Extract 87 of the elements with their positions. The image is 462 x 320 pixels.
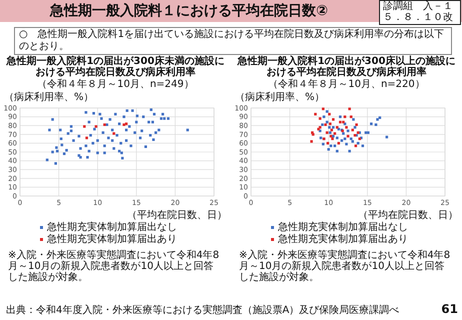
point [103,123,106,126]
point [344,116,346,118]
page-title: 急性期一般入院料１における平均在院日数② [48,3,329,19]
point [326,131,328,134]
point [351,140,354,143]
point [320,136,322,140]
chart-title: 急性期一般入院料1の届出が300床未満の施設における平均在院日数及び病床利用率 [6,56,225,78]
point [328,131,332,134]
ylabel: （病床利用率、%） [235,92,325,103]
legend-item: 急性期充実体制加算届出あり [47,234,177,245]
point [356,142,360,144]
point [366,131,370,134]
point [340,139,344,142]
point [328,126,331,129]
point [348,108,351,110]
xlabel: （平均在院日数、日） [126,210,227,221]
legend-item: 急性期充実体制加算届出なし [278,222,408,233]
chart-subtitle: （令和４年８月～10月、n=249） [36,79,195,90]
point [364,131,368,134]
point [326,110,328,113]
point [334,144,336,148]
point [322,116,326,118]
note: ※入院・外来医療等実態調査において令和4年8月～10月の新規入院患者数が10人以上と回答した施設が対象。 [239,250,452,283]
point [330,134,332,138]
ylabel: （病床利用率、%） [4,92,94,103]
point [346,130,350,132]
point [318,126,322,129]
point [321,123,324,126]
point [345,126,348,129]
point [348,150,351,152]
point [354,126,356,129]
point [324,123,327,126]
point [331,138,334,140]
point [352,118,355,121]
point [314,112,317,116]
point [354,144,358,148]
point [386,136,388,138]
point [310,140,313,143]
chart-title: 急性期一般入院料1の届出が300床以上の施設における平均在院日数及び病床利用率 [237,56,456,78]
point [322,108,324,110]
point [338,116,342,118]
point [332,134,335,138]
point [112,132,116,135]
point [344,138,346,140]
note: ※入院・外来医療等実態調査において令和4年8月～10月の新規入院患者数が10人以上と回答した施設が対象。 [8,250,220,283]
point [374,123,378,126]
text: ５．８．１０改 [383,12,453,23]
point [336,150,338,152]
point [346,134,350,138]
text: 診調組 入－１ [383,1,453,12]
point [350,138,352,140]
point [336,136,338,140]
point [351,128,354,132]
chart-subtitle: （令和４年８月～10月、n=220） [267,79,426,90]
point [94,125,98,128]
legend-item: 急性期充実体制加算届出なし [47,222,177,233]
point [322,142,324,146]
xlabel: （平均在院日数、日） [357,210,458,221]
point [376,118,379,121]
point [361,144,364,148]
point [338,120,342,124]
point [334,132,336,135]
point [318,117,322,120]
point [330,128,334,132]
point [330,144,332,148]
point [355,123,358,126]
point [328,112,331,116]
point [125,122,128,126]
point [345,142,348,146]
source: 出典：令和4年度入院・外来医療等における実態調査（施設票A）及び保険局医療課調べ [6,305,400,316]
point [337,142,340,144]
point [350,116,352,118]
point [85,136,88,140]
legend-item: 急性期充実体制加算届出あり [278,234,408,245]
page-number: 61 [440,303,458,316]
point [326,142,330,144]
point [332,118,335,121]
point [328,122,332,126]
point [332,126,335,129]
point [83,125,86,128]
point [378,116,382,119]
point [122,123,126,126]
point [327,148,330,151]
point [370,122,373,126]
lead: ○ 急性期一般入院料1を届け出ている施設における平均在院日数及び病床利用率の分布は以下のとおり。 [14,27,452,55]
point [342,132,345,135]
point [326,120,328,124]
